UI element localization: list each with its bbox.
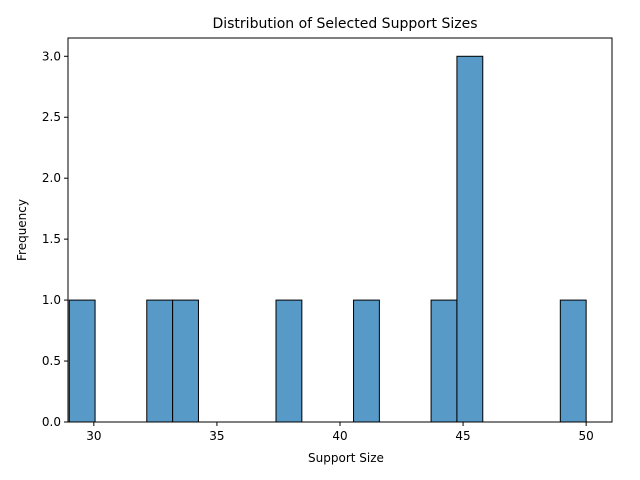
histogram-bar — [353, 299, 380, 423]
chart-title: Distribution of Selected Support Sizes — [212, 16, 477, 32]
x-axis-label: Support Size — [308, 451, 384, 465]
x-tick-label: 45 — [455, 429, 470, 443]
histogram-bar — [559, 299, 587, 423]
histogram-bar — [430, 299, 458, 423]
histogram-bar — [146, 299, 174, 423]
histogram-bar — [68, 299, 96, 423]
x-tick-label: 40 — [332, 429, 347, 443]
y-axis: 0.0 0.5 1.0 1.5 2.0 2.5 3.0 — [42, 49, 68, 429]
y-tick-label: 2.5 — [42, 110, 61, 124]
y-tick-label: 0.5 — [42, 354, 61, 368]
histogram-bar — [275, 299, 303, 423]
y-axis-label: Frequency — [15, 199, 29, 261]
x-tick-label: 30 — [86, 429, 101, 443]
x-axis: 30 35 40 45 50 — [86, 422, 594, 443]
bars-group — [68, 55, 587, 423]
y-tick-label: 0.0 — [42, 415, 61, 429]
y-tick-label: 2.0 — [42, 171, 61, 185]
histogram-bar — [172, 299, 199, 423]
y-tick-label: 1.0 — [42, 293, 61, 307]
histogram-bar — [456, 55, 484, 423]
x-tick-label: 50 — [579, 429, 594, 443]
y-tick-label: 3.0 — [42, 49, 61, 63]
y-tick-label: 1.5 — [42, 232, 61, 246]
x-tick-label: 35 — [209, 429, 224, 443]
